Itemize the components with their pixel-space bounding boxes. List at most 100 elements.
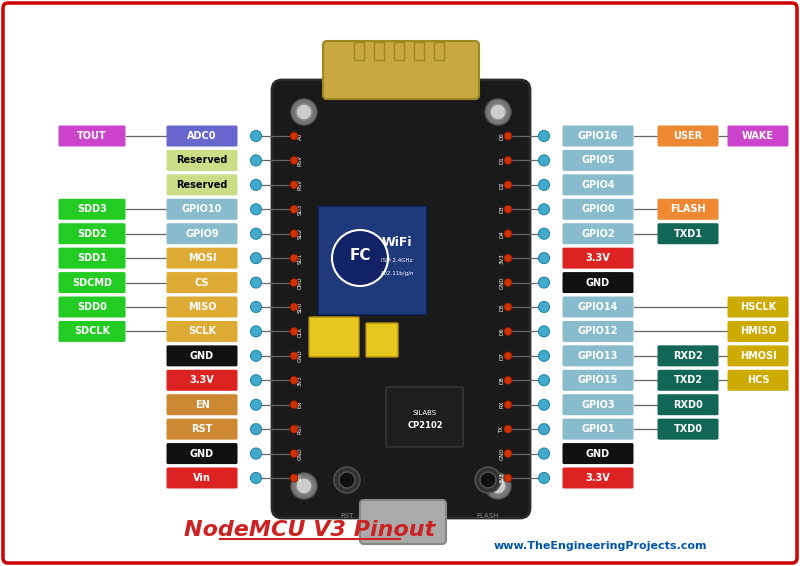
Text: GND: GND (499, 276, 505, 289)
Circle shape (504, 425, 512, 433)
Circle shape (250, 473, 262, 483)
Circle shape (538, 179, 550, 190)
Text: D3: D3 (499, 205, 505, 213)
FancyBboxPatch shape (562, 419, 634, 440)
Circle shape (290, 449, 298, 457)
Text: D0: D0 (499, 132, 505, 140)
FancyBboxPatch shape (366, 323, 398, 357)
Text: USER: USER (674, 131, 702, 141)
FancyBboxPatch shape (272, 80, 530, 518)
Circle shape (504, 181, 512, 189)
FancyBboxPatch shape (166, 321, 238, 342)
Circle shape (538, 302, 550, 312)
Circle shape (290, 230, 298, 238)
FancyBboxPatch shape (727, 321, 789, 342)
Circle shape (504, 376, 512, 384)
Text: MISO: MISO (188, 302, 216, 312)
FancyBboxPatch shape (58, 272, 126, 293)
Circle shape (250, 423, 262, 435)
Circle shape (538, 473, 550, 483)
Text: SD0: SD0 (298, 301, 302, 312)
FancyBboxPatch shape (562, 297, 634, 318)
FancyBboxPatch shape (166, 345, 238, 366)
FancyBboxPatch shape (658, 345, 718, 366)
FancyBboxPatch shape (166, 174, 238, 195)
Circle shape (538, 228, 550, 239)
Text: ISM 2.4GHz: ISM 2.4GHz (382, 258, 413, 263)
Text: 3.3V: 3.3V (190, 375, 214, 385)
Circle shape (250, 204, 262, 215)
Text: www.TheEngineeringProjects.com: www.TheEngineeringProjects.com (494, 541, 706, 551)
Bar (394, 42, 404, 60)
Circle shape (250, 131, 262, 142)
Text: GPIO15: GPIO15 (578, 375, 618, 385)
Text: SD1: SD1 (298, 252, 302, 264)
Circle shape (290, 327, 298, 336)
Circle shape (296, 478, 312, 494)
Text: GND: GND (298, 350, 302, 362)
Circle shape (504, 254, 512, 262)
Text: D8: D8 (499, 376, 505, 384)
Circle shape (290, 474, 298, 482)
Text: FLASH: FLASH (477, 513, 499, 519)
Circle shape (290, 401, 298, 409)
Text: RST: RST (191, 424, 213, 434)
Text: HMOSI: HMOSI (740, 351, 776, 361)
Text: HSCLK: HSCLK (740, 302, 776, 312)
Bar (434, 42, 444, 60)
Circle shape (250, 302, 262, 312)
FancyBboxPatch shape (360, 500, 446, 544)
Text: Reserved: Reserved (176, 180, 228, 190)
FancyBboxPatch shape (58, 248, 126, 269)
Text: GPIO12: GPIO12 (578, 327, 618, 336)
Circle shape (485, 99, 511, 125)
Text: GPIO9: GPIO9 (185, 229, 219, 239)
FancyBboxPatch shape (562, 174, 634, 195)
Circle shape (504, 205, 512, 213)
Bar (354, 42, 364, 60)
Text: RXD0: RXD0 (673, 400, 703, 410)
Text: CP2102: CP2102 (407, 422, 443, 431)
Circle shape (250, 155, 262, 166)
Text: D6: D6 (499, 328, 505, 335)
Text: CS: CS (194, 277, 210, 288)
Circle shape (250, 252, 262, 264)
Circle shape (475, 467, 501, 493)
FancyBboxPatch shape (727, 126, 789, 147)
Circle shape (290, 132, 298, 140)
Circle shape (290, 352, 298, 360)
Circle shape (291, 473, 317, 499)
FancyBboxPatch shape (562, 150, 634, 171)
FancyBboxPatch shape (166, 468, 238, 488)
FancyBboxPatch shape (727, 370, 789, 391)
Text: 3.3V: 3.3V (586, 473, 610, 483)
Circle shape (538, 155, 550, 166)
Text: SDCMD: SDCMD (72, 277, 112, 288)
FancyBboxPatch shape (562, 199, 634, 220)
Text: RX: RX (499, 401, 505, 409)
Text: RXD2: RXD2 (673, 351, 703, 361)
Text: CMD: CMD (298, 276, 302, 289)
Text: D2: D2 (499, 181, 505, 188)
Text: WiFi: WiFi (382, 237, 412, 250)
FancyBboxPatch shape (58, 297, 126, 318)
Text: TOUT: TOUT (77, 131, 107, 141)
Text: SDD1: SDD1 (77, 253, 107, 263)
Text: 3V3: 3V3 (499, 253, 505, 264)
Text: HCS: HCS (746, 375, 770, 385)
FancyBboxPatch shape (166, 126, 238, 147)
Circle shape (504, 449, 512, 457)
FancyBboxPatch shape (3, 3, 797, 563)
Circle shape (504, 474, 512, 482)
Circle shape (538, 448, 550, 459)
Circle shape (538, 204, 550, 215)
Circle shape (250, 326, 262, 337)
Circle shape (504, 352, 512, 360)
FancyBboxPatch shape (658, 126, 718, 147)
Circle shape (490, 478, 506, 494)
Circle shape (290, 376, 298, 384)
Text: GPIO4: GPIO4 (581, 180, 615, 190)
FancyBboxPatch shape (166, 272, 238, 293)
Text: GND: GND (190, 449, 214, 458)
FancyBboxPatch shape (658, 199, 718, 220)
